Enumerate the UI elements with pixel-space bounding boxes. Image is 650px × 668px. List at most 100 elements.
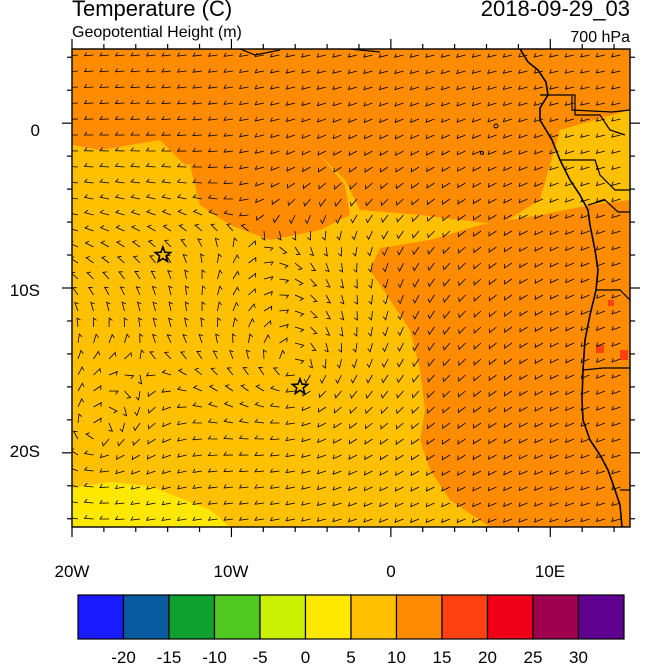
wind-barb xyxy=(412,294,420,304)
wind-barb xyxy=(72,256,79,264)
wind-barb xyxy=(518,150,528,155)
wind-barb xyxy=(595,438,606,443)
wind-barb xyxy=(411,198,420,206)
wind-barb xyxy=(83,147,94,152)
wind-barb xyxy=(365,406,373,415)
wind-barb xyxy=(261,230,266,241)
wind-barb xyxy=(363,53,373,58)
wind-barb xyxy=(349,182,358,190)
wind-barb xyxy=(504,326,513,333)
wind-barb xyxy=(269,402,280,408)
wind-barb xyxy=(161,84,172,89)
wind-barb xyxy=(161,406,172,411)
wind-barb xyxy=(473,342,482,350)
wind-barb xyxy=(409,69,420,75)
wind-barb xyxy=(379,470,389,476)
wind-barb xyxy=(117,438,125,447)
wind-barb xyxy=(456,85,466,91)
wind-barb xyxy=(131,470,141,475)
wind-barb xyxy=(223,500,234,505)
wind-barb xyxy=(72,481,79,488)
wind-barb xyxy=(130,52,141,57)
wind-barb xyxy=(301,501,311,506)
wind-barb xyxy=(473,422,482,429)
wind-barb xyxy=(502,85,513,91)
wind-barb xyxy=(184,301,190,312)
wind-barb xyxy=(114,178,125,184)
wind-barb xyxy=(339,326,344,337)
wind-barb xyxy=(301,117,311,123)
wind-barb xyxy=(425,69,435,75)
wind-barb xyxy=(565,230,575,235)
wind-barb xyxy=(611,405,621,411)
wind-barb xyxy=(457,454,466,461)
wind-barb xyxy=(564,486,575,491)
wind-barb xyxy=(457,198,466,205)
wind-barb xyxy=(229,350,234,360)
wind-barb xyxy=(471,69,482,74)
wind-barb xyxy=(177,437,187,442)
wind-barb xyxy=(396,214,404,223)
wind-barb xyxy=(503,262,513,269)
wind-barb xyxy=(440,85,451,91)
wind-barb xyxy=(201,301,206,312)
wind-barb xyxy=(440,69,451,75)
wind-barb xyxy=(310,262,317,271)
wind-barb xyxy=(254,468,265,473)
wind-barb xyxy=(285,101,296,106)
wind-barb xyxy=(207,484,218,489)
wind-barb xyxy=(310,294,318,303)
wind-barb xyxy=(192,194,203,200)
wind-barb xyxy=(565,390,575,396)
wind-barb xyxy=(99,131,109,136)
wind-barb xyxy=(116,240,125,248)
wind-barb xyxy=(238,100,249,106)
wind-barb xyxy=(427,406,435,414)
wind-barb xyxy=(336,358,342,369)
wind-barb xyxy=(472,502,482,508)
wind-barb xyxy=(108,390,119,395)
wind-barb xyxy=(210,223,218,232)
wind-barb xyxy=(367,262,373,273)
wind-barb xyxy=(114,163,125,168)
wind-barb xyxy=(564,69,575,74)
wind-barb xyxy=(114,194,125,200)
wind-barb xyxy=(207,179,218,184)
wind-barb xyxy=(77,397,85,408)
wind-barb xyxy=(238,212,249,217)
wind-barb xyxy=(238,468,249,473)
wind-barb xyxy=(409,85,420,91)
wind-barb xyxy=(145,68,156,73)
wind-barb xyxy=(549,517,559,523)
wind-barb xyxy=(285,388,296,393)
wind-barb xyxy=(549,294,559,300)
wind-barb xyxy=(595,229,606,235)
wind-barb xyxy=(518,101,528,107)
wind-barb xyxy=(114,484,125,490)
wind-barb xyxy=(487,150,497,156)
wind-barb xyxy=(519,374,528,381)
wind-barb xyxy=(425,486,435,492)
datetime-label: 2018-09-29_03 xyxy=(480,0,630,21)
wind-barb xyxy=(611,485,621,491)
wind-barb xyxy=(270,182,280,188)
wind-barb xyxy=(456,502,466,508)
wind-barb xyxy=(201,285,206,296)
wind-barb xyxy=(72,448,79,456)
wind-barb xyxy=(503,518,513,523)
wind-barb xyxy=(130,485,141,490)
wind-barb xyxy=(223,180,234,185)
wind-barb xyxy=(176,386,187,392)
wind-barb xyxy=(303,374,311,384)
wind-barb xyxy=(254,435,265,440)
wind-barb xyxy=(208,209,218,216)
wind-barb xyxy=(534,454,544,460)
wind-barb xyxy=(457,470,466,476)
wind-barb xyxy=(339,262,344,273)
wind-barb xyxy=(285,53,296,58)
wind-barb xyxy=(223,164,234,169)
wind-barb xyxy=(611,117,621,122)
wind-barb xyxy=(161,147,171,152)
colorbar-tick-label: 10 xyxy=(387,648,406,667)
wind-barb xyxy=(379,454,389,461)
